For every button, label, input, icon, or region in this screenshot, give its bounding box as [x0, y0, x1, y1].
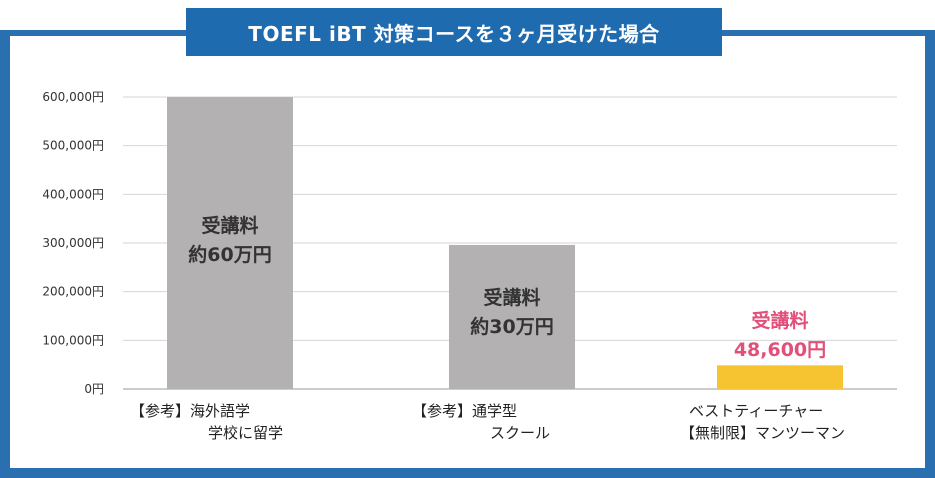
bar [717, 365, 843, 389]
y-tick-label: 200,000円 [42, 285, 104, 299]
y-tick-label: 600,000円 [42, 90, 104, 104]
y-tick-label: 300,000円 [42, 236, 104, 250]
x-category-label: 学校に留学 [208, 424, 283, 442]
chart-title: TOEFL iBT 対策コースを３ヶ月受けた場合 [186, 8, 722, 56]
bar-data-label: 受講料 [201, 214, 258, 237]
y-tick-label: 400,000円 [42, 187, 104, 201]
bar-data-label: 受講料 [751, 309, 808, 332]
bar-data-label: 受講料 [483, 286, 540, 309]
y-tick-label: 0円 [84, 382, 104, 396]
x-category-label: スクール [490, 424, 550, 442]
bar-data-label: 48,600円 [734, 339, 826, 361]
y-tick-label: 100,000円 [42, 333, 104, 347]
bar-data-label: 約60万円 [188, 243, 271, 266]
bar [167, 97, 293, 389]
x-category-label: ベストティーチャー [689, 402, 823, 420]
x-category-label: 【参考】通学型 [412, 402, 517, 420]
bar-data-label: 約30万円 [470, 315, 553, 338]
y-tick-label: 500,000円 [42, 139, 104, 153]
x-category-label: 【参考】海外語学 [130, 402, 250, 420]
bar [449, 244, 575, 389]
x-category-label: 【無制限】マンツーマン [680, 424, 845, 442]
